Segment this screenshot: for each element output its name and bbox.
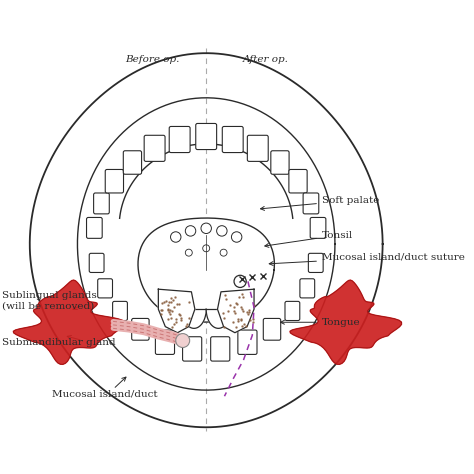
Text: Mucosal island/duct: Mucosal island/duct [52,390,158,399]
FancyBboxPatch shape [155,330,174,355]
Text: Tongue: Tongue [281,318,361,327]
Text: Tonsil: Tonsil [265,231,353,247]
FancyBboxPatch shape [132,319,149,340]
Polygon shape [218,289,254,333]
FancyBboxPatch shape [238,330,257,355]
Polygon shape [182,309,206,328]
FancyBboxPatch shape [98,279,112,298]
FancyBboxPatch shape [169,127,190,153]
FancyBboxPatch shape [182,337,202,361]
Polygon shape [138,218,274,322]
FancyBboxPatch shape [210,337,230,361]
FancyBboxPatch shape [300,279,315,298]
FancyBboxPatch shape [144,135,165,161]
FancyBboxPatch shape [289,170,307,193]
FancyBboxPatch shape [309,253,323,273]
FancyBboxPatch shape [89,253,104,273]
FancyBboxPatch shape [94,193,109,214]
Text: After op.: After op. [242,55,288,64]
Polygon shape [13,280,125,365]
Circle shape [176,334,190,347]
Polygon shape [158,289,195,333]
FancyBboxPatch shape [310,218,326,238]
FancyBboxPatch shape [263,319,281,340]
Polygon shape [290,280,401,365]
Text: Mucosal island/duct suture: Mucosal island/duct suture [269,253,465,265]
FancyBboxPatch shape [247,135,268,161]
FancyBboxPatch shape [303,193,319,214]
Polygon shape [206,309,230,328]
FancyBboxPatch shape [222,127,243,153]
FancyBboxPatch shape [105,170,124,193]
Text: Sublingual glands
(will be removed): Sublingual glands (will be removed) [2,291,97,310]
Text: Submandibular gland: Submandibular gland [2,338,115,347]
FancyBboxPatch shape [285,301,300,320]
FancyBboxPatch shape [196,123,217,150]
FancyBboxPatch shape [271,151,289,174]
FancyBboxPatch shape [113,301,128,320]
FancyBboxPatch shape [123,151,142,174]
FancyBboxPatch shape [87,218,102,238]
Text: Soft palate: Soft palate [261,196,379,210]
Text: Before op.: Before op. [125,55,180,64]
